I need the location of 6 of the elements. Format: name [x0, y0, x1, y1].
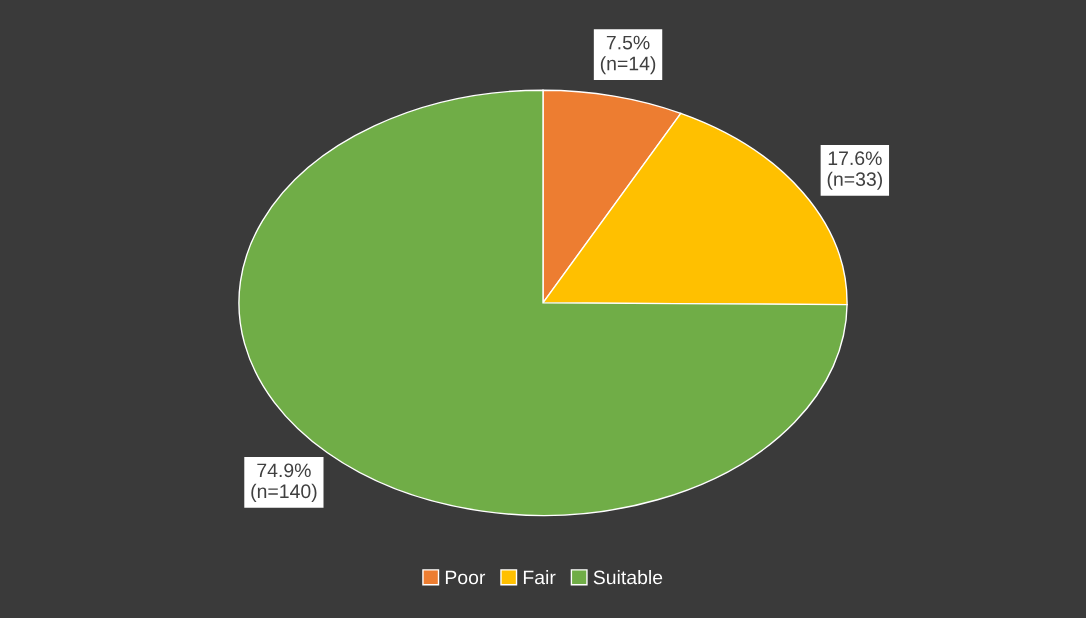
data-label: 17.6% (n=33) [827, 151, 883, 190]
data-label: 74.9% (n=140) [251, 463, 317, 502]
legend-label: Fair [523, 570, 556, 585]
data-label: 7.5% (n=14) [600, 35, 656, 75]
legend-label: Poor [445, 570, 486, 585]
legend-label: Suitable [593, 570, 663, 585]
